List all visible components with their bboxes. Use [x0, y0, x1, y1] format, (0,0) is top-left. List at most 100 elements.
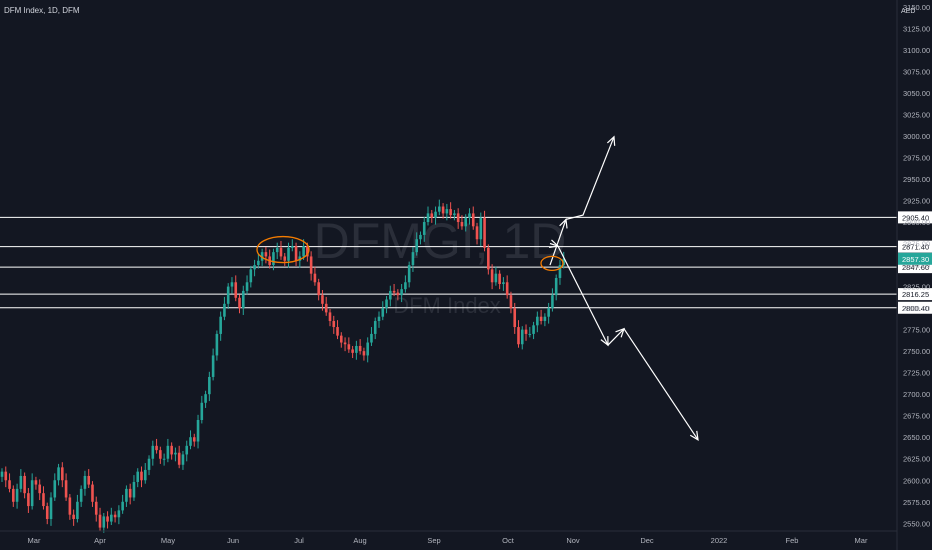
candle-body-up [419, 234, 422, 240]
candle-body-down [45, 506, 49, 519]
candle-body-up [253, 265, 256, 270]
y-tick-label: 2825.00 [903, 283, 930, 292]
y-tick-label: 2775.00 [903, 326, 930, 335]
candle-body-up [208, 376, 211, 395]
candle-body-down [362, 351, 366, 356]
candle-body-up [558, 265, 562, 278]
candle-body-up [536, 316, 539, 326]
candle-body-up [411, 252, 415, 266]
candle-body-up [166, 445, 170, 459]
candle-body-up [204, 394, 207, 403]
candle-body-up [15, 488, 19, 502]
candle-body-up [464, 217, 468, 227]
candle-body-up [162, 458, 166, 460]
level-price-tag [898, 211, 932, 224]
level-price-tag [898, 301, 932, 314]
candle-body-up [370, 333, 373, 343]
candle-body-up [551, 295, 554, 309]
y-tick-label: 3150.00 [903, 3, 930, 12]
bearish-arrowhead-4 [689, 430, 699, 441]
y-tick-label: 2750.00 [903, 347, 930, 356]
y-tick-label: 2900.00 [903, 218, 930, 227]
level-price-label: 2871.40 [902, 243, 929, 252]
x-tick-label: Jun [227, 536, 239, 545]
candle-body-down [306, 246, 309, 257]
bearish-projection-path [557, 245, 699, 441]
candle-body-up [298, 256, 302, 261]
candle-body-down [324, 303, 328, 313]
candle-body-down [64, 480, 68, 498]
price-axis[interactable]: 2550.00 2575.00 2600.00 2625.00 2650.00 2675.… [896, 0, 932, 550]
candle-body-up [260, 252, 264, 261]
candle-body-down [351, 349, 354, 353]
bearish-arrowhead-2 [600, 336, 609, 347]
y-tick-label: 2875.00 [903, 240, 930, 249]
candle-body-down [27, 493, 30, 507]
candle-body-up [438, 206, 441, 212]
candle-body-down [234, 282, 238, 298]
candle-body-down [487, 247, 490, 270]
double-top-marker [256, 235, 310, 264]
time-axis[interactable]: Mar Apr May Jun Jul Aug Sep Oct Nov Dec 2022 Feb Mar [0, 530, 897, 545]
candle-body-up [355, 345, 358, 353]
bullish-arrowhead-2 [606, 135, 616, 146]
horizontal-levels[interactable]: 2905.40 2871.40 2847.60 2816.25 2800.40 [0, 211, 932, 314]
candle-body-down [328, 312, 332, 322]
watermark: DFMGI, 1D DFM Index [314, 213, 567, 318]
candle-body-up [121, 501, 124, 511]
x-tick-label: Feb [786, 536, 799, 545]
candle-body-up [215, 333, 219, 356]
candle-body-down [509, 295, 513, 309]
candle-body-down [294, 246, 298, 261]
y-tick-label: 2675.00 [903, 412, 930, 421]
level-price-label: 2816.25 [902, 290, 929, 299]
candles [0, 199, 566, 533]
candle-body-up [19, 475, 23, 489]
candle-body-up [241, 290, 245, 309]
candle-body-down [238, 297, 241, 309]
y-tick-label: 2975.00 [903, 153, 930, 162]
currency-label: AED [901, 8, 916, 15]
y-tick-label: 3000.00 [903, 132, 930, 141]
candle-body-up [136, 471, 140, 482]
candle-body-up [373, 321, 377, 334]
candle-body-down [456, 213, 460, 223]
y-tick-label: 3100.00 [903, 46, 930, 55]
candle-body-down [140, 471, 143, 481]
candle-body-down [539, 316, 543, 322]
candle-body-down [12, 488, 15, 502]
candle-body-down [317, 282, 320, 296]
y-tick-label: 2850.00 [903, 261, 930, 270]
candle-body-down [159, 450, 162, 459]
candle-body-up [407, 265, 411, 283]
candle-body-up [377, 316, 381, 322]
candle-body-up [302, 246, 305, 257]
candle-body-down [106, 516, 109, 522]
candle-body-down [23, 475, 26, 494]
annotations[interactable] [256, 135, 699, 441]
candle-body-up [366, 342, 369, 356]
candle-body-down [72, 514, 75, 519]
candle-body-down [128, 488, 132, 498]
candle-body-down [517, 327, 520, 345]
candle-body-down [94, 501, 98, 515]
candle-body-down [441, 206, 445, 214]
candle-body-down [321, 295, 324, 304]
y-tick-label: 2550.00 [903, 519, 930, 528]
candle-body-up [102, 516, 106, 528]
candle-body-up [151, 445, 155, 459]
candle-body-up [185, 445, 189, 455]
candle-body-down [279, 247, 283, 257]
candle-body-up [53, 480, 57, 498]
candle-body-down [192, 437, 196, 442]
candle-body-up [200, 402, 204, 421]
x-tick-label: Oct [502, 536, 515, 545]
candle-body-up [57, 467, 60, 481]
x-tick-label: Sep [427, 536, 440, 545]
candle-body-up [532, 325, 535, 334]
candle-body-up [147, 458, 151, 470]
candle-body-up [468, 213, 471, 218]
y-tick-label: 2950.00 [903, 175, 930, 184]
y-tick-label: 2725.00 [903, 369, 930, 378]
